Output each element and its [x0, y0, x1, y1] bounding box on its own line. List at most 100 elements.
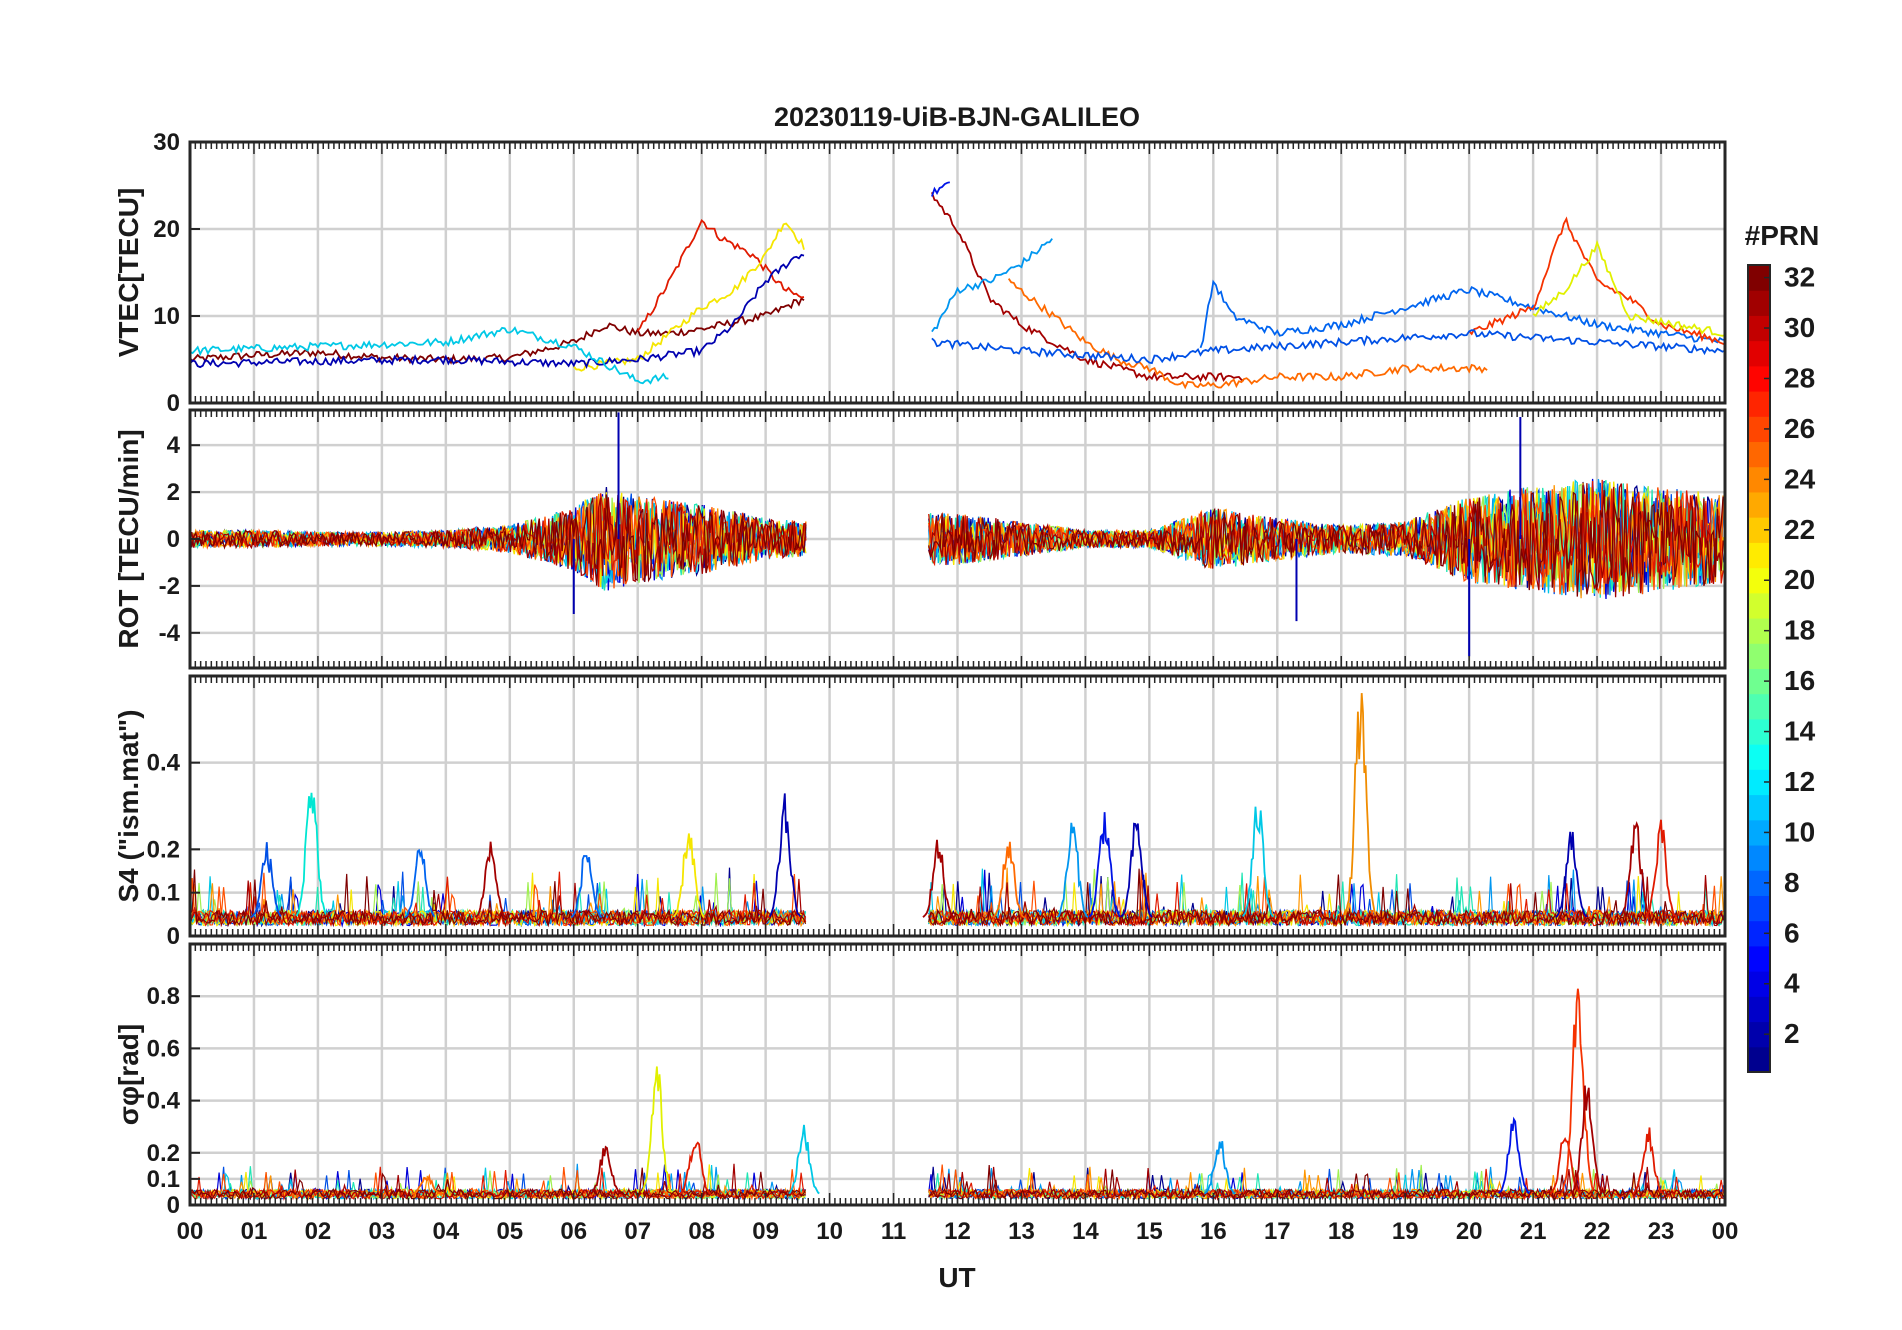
sigma-phi-panel: 00.10.2 0.4 0.6 0.8σφ[rad] 00 01 02 03 04 05 06 07 0…: [113, 942, 1739, 1245]
vtec-series-prn-7: [931, 329, 1726, 365]
x-tick-label: 07: [624, 1218, 651, 1245]
colorbar-tick-label: 14: [1784, 716, 1816, 747]
noise-series: [928, 1164, 1724, 1201]
rot-panel: -4 -2 0 2 4 ROT [TECU/min]: [113, 408, 1727, 670]
x-tick-label: 23: [1648, 1218, 1675, 1245]
colorbar-tick-label: 22: [1784, 514, 1815, 545]
colorbar-swatch: [1748, 744, 1770, 770]
colorbar-swatch: [1748, 290, 1770, 316]
noise-series: [928, 869, 1724, 928]
colorbar-swatch: [1748, 315, 1770, 342]
y-axis-label: σφ[rad]: [113, 1024, 144, 1125]
colorbar-tick-label: 24: [1784, 463, 1816, 494]
peak-series: [474, 841, 507, 919]
y-tick-label: 0.1: [147, 1166, 180, 1193]
y-tick-label: 20: [153, 216, 180, 243]
x-tick-label: 00: [1712, 1218, 1739, 1245]
y-tick-label: 0: [167, 390, 180, 417]
y-tick-label: 0: [167, 526, 180, 553]
noise-series: [928, 1165, 1724, 1202]
colorbar-swatch: [1748, 265, 1770, 291]
colorbar-swatch: [1748, 845, 1770, 871]
peak-series: [589, 1145, 622, 1195]
x-tick-label: 22: [1584, 1218, 1611, 1245]
colorbar-swatch: [1748, 340, 1770, 367]
peak-series: [992, 841, 1025, 919]
peak-series: [295, 792, 327, 917]
colorbar-swatch: [1748, 996, 1770, 1023]
peak-series: [1645, 819, 1678, 918]
colorbar-swatch: [1748, 971, 1770, 997]
colorbar-swatch: [1748, 920, 1770, 947]
x-tick-label: 08: [688, 1218, 715, 1245]
colorbar-tick-label: 10: [1784, 816, 1815, 847]
x-tick-label: 20: [1456, 1218, 1483, 1245]
colorbar-tick-label: 32: [1784, 262, 1815, 293]
peak-series: [1632, 1127, 1665, 1195]
peak-series: [679, 1141, 711, 1195]
y-tick-label: 0: [167, 923, 180, 950]
vtec-series-prn-31: [931, 192, 1245, 383]
colorbar-tick-label: 2: [1784, 1018, 1800, 1049]
peak-series: [250, 842, 282, 919]
x-tick-label: 01: [241, 1218, 268, 1245]
y-tick-label: 2: [167, 479, 180, 506]
peak-series: [1344, 693, 1377, 916]
colorbar-tick-label: 26: [1784, 413, 1815, 444]
x-tick-label: 19: [1392, 1218, 1419, 1245]
peak-series: [768, 793, 801, 918]
colorbar-tick-label: 28: [1784, 362, 1815, 393]
peak-series: [1619, 820, 1652, 918]
y-tick-label: -4: [159, 620, 181, 647]
x-ticks: [189, 142, 1726, 403]
vtec-series-prn-3: [189, 253, 805, 370]
colorbar-tick-label: 18: [1784, 615, 1815, 646]
x-tick-label: 02: [305, 1218, 332, 1245]
x-ticks: [189, 944, 1726, 1205]
y-tick-label: 4: [167, 432, 181, 459]
peak-series: [1056, 822, 1089, 918]
colorbar-swatch: [1748, 542, 1770, 569]
x-tick-label: 11: [881, 1218, 906, 1245]
y-tick-label: 30: [153, 129, 180, 156]
x-tick-label: 14: [1072, 1218, 1099, 1245]
colorbar-swatch: [1748, 517, 1770, 543]
rot-series: [189, 494, 807, 586]
colorbar-tick-label: 6: [1784, 917, 1800, 948]
colorbar-swatch: [1748, 945, 1770, 972]
peak-series: [1203, 1141, 1236, 1195]
peak-series: [411, 1173, 443, 1196]
colorbar-swatch: [1748, 441, 1770, 468]
y-tick-label: 10: [153, 303, 180, 330]
colorbar-swatch: [1748, 416, 1770, 443]
y-tick-label: 0.4: [147, 750, 181, 777]
rot-series: [189, 497, 806, 583]
peak-series: [1497, 1116, 1530, 1195]
y-axis-label: S4 ("ism.mat"): [113, 709, 144, 902]
y-tick-label: 0.1: [147, 880, 180, 907]
colorbar-tick-label: 8: [1784, 867, 1800, 898]
x-tick-label: 04: [432, 1218, 459, 1245]
y-tick-label: 0.4: [147, 1088, 181, 1115]
colorbar-swatch: [1748, 365, 1770, 392]
vtec-series-prn-5: [931, 181, 951, 197]
colorbar-swatch: [1748, 794, 1770, 821]
peak-series: [570, 854, 603, 919]
peak-series: [404, 848, 436, 919]
colorbar-swatch: [1748, 870, 1770, 896]
figure-title: 20230119-UiB-BJN-GALILEO: [774, 102, 1140, 132]
colorbar-tick-label: 30: [1784, 312, 1815, 343]
colorbar-swatch: [1748, 693, 1770, 720]
colorbar-swatch: [1748, 819, 1770, 846]
noise-series: [189, 1167, 807, 1201]
colorbar-tick-label: 16: [1784, 665, 1815, 696]
x-ticks: [189, 410, 1726, 668]
peak-series: [922, 839, 955, 919]
x-tick-label: 12: [944, 1218, 971, 1245]
noise-series: [189, 869, 807, 928]
series-group: [189, 988, 1724, 1202]
colorbar-swatch: [1748, 567, 1770, 594]
vtec-series-prn-8: [1199, 279, 1726, 349]
y-tick-label: -2: [159, 573, 180, 600]
